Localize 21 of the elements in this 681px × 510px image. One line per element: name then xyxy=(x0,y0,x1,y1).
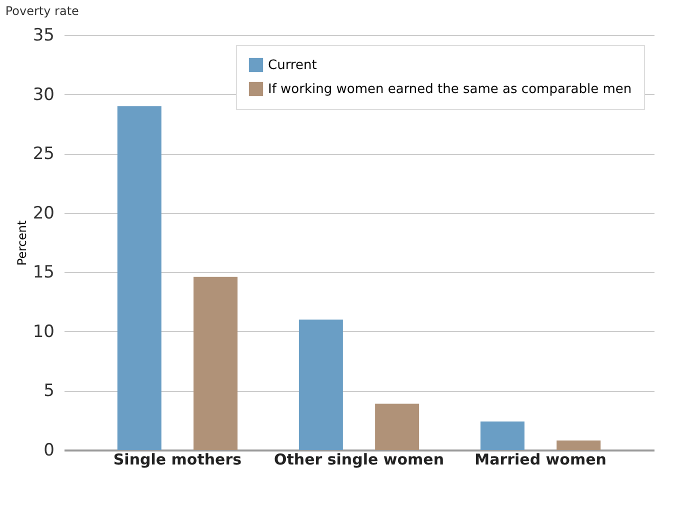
x-tick-label: Married women xyxy=(474,450,606,468)
y-tick-label: 25 xyxy=(32,144,54,164)
y-axis-title: Percent xyxy=(14,220,29,266)
y-tick-label: 5 xyxy=(44,381,54,402)
y-tick-label: 20 xyxy=(32,203,54,224)
legend-label: Current xyxy=(268,58,317,73)
bar xyxy=(117,106,162,450)
bar xyxy=(480,422,524,450)
y-tick-label: 30 xyxy=(32,84,54,105)
bar xyxy=(298,320,343,450)
y-tick-label: 35 xyxy=(32,26,54,46)
y-tick-label: 15 xyxy=(32,262,54,283)
bar xyxy=(194,276,238,450)
x-tick-label: Other single women xyxy=(274,450,444,468)
legend-label: If working women earned the same as comparable men xyxy=(268,82,632,97)
bar xyxy=(556,440,601,450)
bar xyxy=(375,404,420,450)
chart-title: Poverty rate xyxy=(5,4,79,18)
y-tick-label: 10 xyxy=(32,322,54,342)
x-tick-label: Single mothers xyxy=(113,450,242,468)
y-tick-label: 0 xyxy=(44,440,54,460)
